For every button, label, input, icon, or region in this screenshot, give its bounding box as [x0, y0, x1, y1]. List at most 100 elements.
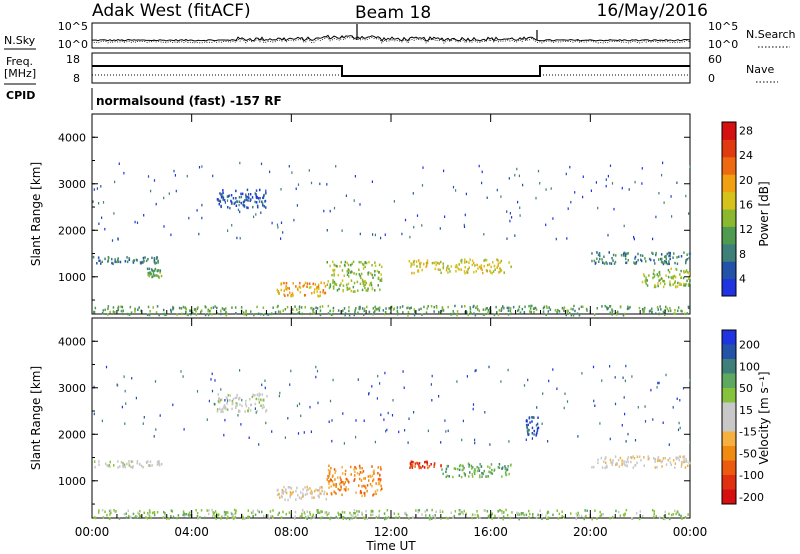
data-cell — [182, 513, 184, 517]
data-cell — [672, 283, 674, 286]
data-cell — [102, 516, 105, 519]
data-cell — [212, 174, 214, 178]
data-cell — [164, 313, 166, 316]
data-cell — [461, 438, 463, 442]
data-cell — [637, 252, 639, 256]
data-cell — [374, 264, 377, 267]
data-cell — [448, 475, 450, 478]
data-cell — [685, 282, 687, 286]
data-cell — [683, 284, 685, 287]
data-cell — [205, 306, 207, 309]
data-cell — [635, 512, 638, 515]
data-cell — [217, 198, 219, 201]
data-cell — [303, 283, 305, 287]
data-cell — [598, 260, 600, 263]
data-cell — [384, 516, 387, 520]
data-cell — [342, 481, 344, 484]
data-cell — [328, 486, 330, 489]
data-cell — [417, 510, 420, 514]
data-cell — [627, 432, 629, 436]
data-cell — [226, 199, 229, 202]
data-cell — [496, 258, 498, 261]
data-cell — [192, 311, 194, 315]
velocity-colorbar: Velocity [m s⁻¹] 2001005015-15-50-100-20… — [721, 329, 771, 505]
data-cell — [363, 280, 365, 284]
data-cell — [443, 169, 445, 173]
data-cell — [344, 481, 347, 484]
data-cell — [393, 200, 395, 203]
data-cell — [231, 516, 233, 519]
data-cell — [146, 517, 149, 520]
data-cell — [653, 269, 655, 272]
data-cell — [426, 259, 429, 262]
data-cell — [652, 418, 654, 421]
data-cell — [657, 275, 659, 278]
data-cell — [241, 404, 243, 408]
data-cell — [514, 234, 516, 237]
data-cell — [349, 511, 351, 515]
data-cell — [609, 437, 611, 441]
data-cell — [378, 509, 381, 513]
data-cell — [333, 206, 336, 210]
y-tick-label: 2000 — [58, 428, 86, 441]
data-cell — [301, 312, 303, 316]
data-cell — [333, 268, 336, 272]
data-cell — [328, 474, 330, 478]
data-cell — [465, 311, 468, 314]
data-cell — [362, 484, 365, 488]
data-cell — [333, 490, 335, 493]
data-cell — [183, 512, 186, 516]
colorbar-segment — [722, 475, 736, 490]
data-cell — [157, 269, 160, 272]
data-cell — [663, 279, 666, 283]
data-cell — [476, 510, 478, 513]
data-cell — [643, 310, 645, 313]
data-cell — [478, 309, 481, 313]
data-cell — [605, 261, 607, 264]
data-cell — [535, 424, 538, 427]
data-cell — [363, 284, 365, 287]
data-cell — [219, 398, 222, 402]
data-cell — [685, 260, 687, 264]
data-cell — [485, 307, 488, 310]
data-cell — [257, 398, 260, 401]
data-cell — [479, 463, 481, 466]
data-cell — [474, 369, 476, 373]
data-cell — [114, 180, 116, 184]
data-cell — [186, 174, 188, 178]
data-cell — [441, 468, 443, 471]
data-cell — [113, 509, 115, 512]
data-cell — [197, 517, 199, 520]
data-cell — [200, 309, 203, 312]
data-cell — [458, 268, 460, 271]
data-cell — [662, 262, 665, 266]
data-cell — [645, 260, 647, 263]
data-cell — [339, 481, 342, 485]
data-cell — [597, 253, 600, 257]
data-cell — [344, 469, 347, 473]
data-cell — [657, 381, 659, 385]
data-cell — [468, 465, 470, 468]
data-cell — [335, 492, 337, 495]
data-cell — [426, 261, 429, 265]
data-cell — [391, 414, 394, 417]
data-cell — [258, 510, 260, 514]
data-cell — [254, 513, 257, 516]
data-cell — [255, 201, 258, 204]
data-cell — [500, 309, 502, 312]
data-cell — [335, 165, 337, 168]
data-cell — [284, 436, 286, 439]
data-cell — [611, 182, 614, 185]
data-cell — [332, 279, 334, 282]
data-cell — [463, 223, 465, 227]
data-cell — [500, 259, 503, 263]
data-cell — [284, 294, 286, 297]
data-cell — [266, 514, 269, 517]
data-cell — [121, 405, 123, 409]
data-cell — [232, 197, 235, 200]
data-cell — [174, 174, 176, 177]
data-cell — [350, 263, 352, 267]
data-cell — [566, 310, 569, 313]
data-cell — [655, 515, 657, 518]
